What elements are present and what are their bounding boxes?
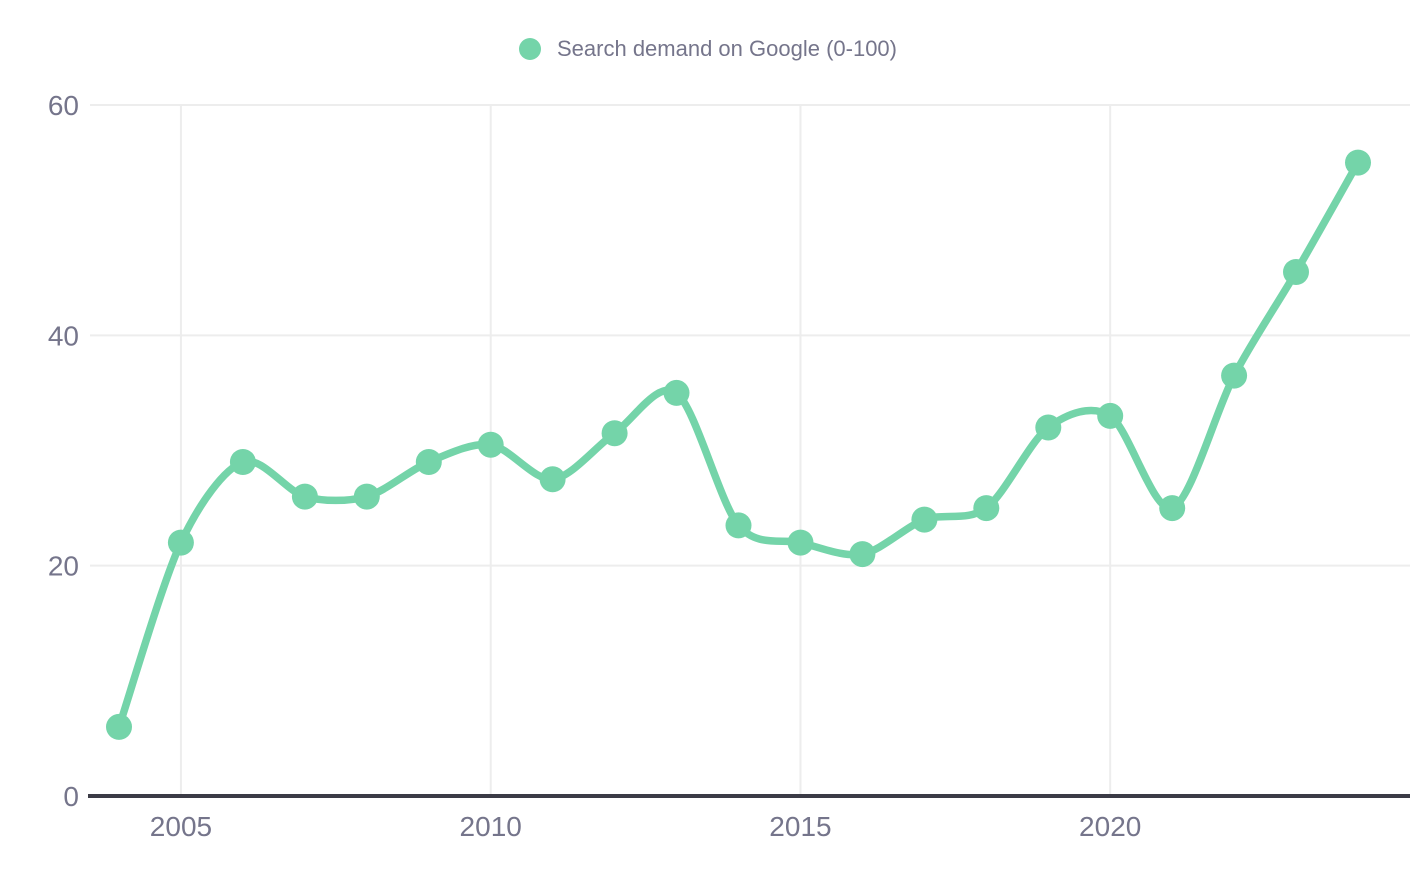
data-point-2005[interactable] xyxy=(167,529,194,556)
data-point-2010[interactable] xyxy=(477,431,504,458)
data-point-2019[interactable] xyxy=(1035,414,1062,441)
series-line xyxy=(115,158,1362,731)
data-point-2017[interactable] xyxy=(911,506,938,533)
data-point-2004[interactable] xyxy=(106,713,132,740)
data-point-2011[interactable] xyxy=(539,466,566,493)
data-point-2008[interactable] xyxy=(353,483,380,510)
chart-legend[interactable]: Search demand on Google (0-100) xyxy=(0,36,1416,62)
data-point-2009[interactable] xyxy=(415,449,442,475)
data-point-2013[interactable] xyxy=(663,379,690,406)
data-point-2016[interactable] xyxy=(849,541,876,568)
data-point-2006[interactable] xyxy=(229,449,256,475)
data-point-2021[interactable] xyxy=(1159,495,1186,522)
x-tick-label-2010: 2010 xyxy=(460,811,522,842)
x-tick-label-2015: 2015 xyxy=(769,811,831,842)
data-point-2014[interactable] xyxy=(725,512,752,539)
y-tick-label-20: 20 xyxy=(48,551,79,582)
x-tick-label-2020: 2020 xyxy=(1079,811,1141,842)
y-tick-label-0: 0 xyxy=(63,781,79,812)
legend-label: Search demand on Google (0-100) xyxy=(557,36,897,61)
y-tick-label-40: 40 xyxy=(48,320,79,351)
data-point-2015[interactable] xyxy=(787,529,814,556)
data-point-2020[interactable] xyxy=(1097,402,1124,429)
x-tick-label-2005: 2005 xyxy=(150,811,212,842)
data-point-2024[interactable] xyxy=(1345,149,1371,176)
data-point-2012[interactable] xyxy=(601,420,628,447)
data-point-2023[interactable] xyxy=(1283,259,1309,285)
data-point-2007[interactable] xyxy=(291,483,318,510)
y-tick-label-60: 60 xyxy=(48,90,79,121)
data-point-2022[interactable] xyxy=(1221,362,1248,389)
legend-marker-icon xyxy=(519,38,541,60)
data-point-2018[interactable] xyxy=(973,495,1000,522)
